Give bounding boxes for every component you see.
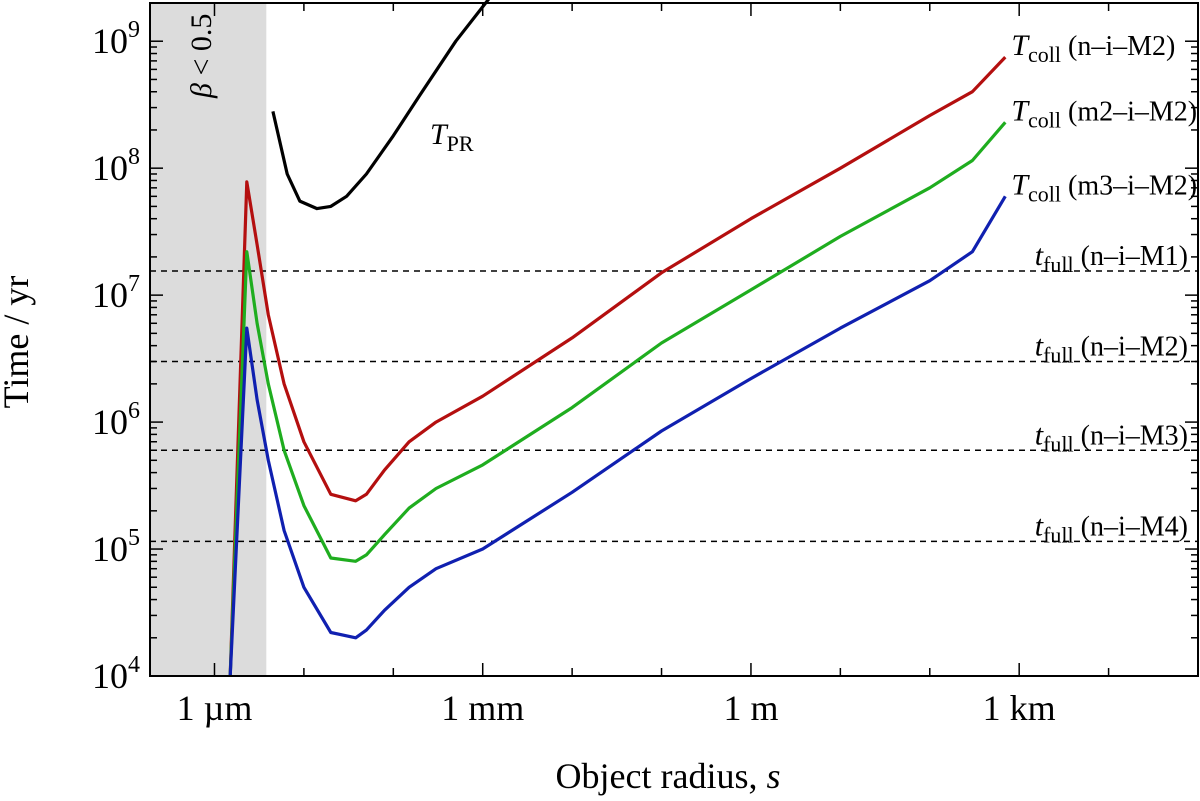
series-line-t-coll-n-i-m2- xyxy=(228,55,1007,677)
series-label-tpr-sub: PR xyxy=(447,131,474,156)
y-tick-label: 108 xyxy=(92,144,140,188)
y-tick-label-exp: 5 xyxy=(128,525,140,551)
y-tick-label: 109 xyxy=(92,17,140,61)
y-tick-label-base: 10 xyxy=(92,21,128,61)
y-tick-label-exp: 4 xyxy=(128,652,140,678)
y-tick-label-exp: 8 xyxy=(128,144,140,170)
x-tick-label: 1 mm xyxy=(441,688,524,728)
x-axis-label: Object radius, s xyxy=(556,756,781,796)
y-tick-label-base: 10 xyxy=(92,402,128,442)
y-tick-label-exp: 7 xyxy=(128,271,140,297)
y-axis-label: Time / yr xyxy=(0,276,36,409)
y-tick-label-exp: 6 xyxy=(128,398,140,424)
series-label-t-coll-m2-i-m2-: Tcoll (m2–i–M2) xyxy=(1011,94,1197,132)
beta-condition: < 0.5 xyxy=(185,14,218,83)
series-label-tpr: TPR xyxy=(430,118,474,156)
axis-ticks xyxy=(150,2,1199,677)
y-tick-label: 104 xyxy=(92,652,140,696)
series-label-t-coll-m2-i-m2--tag: (m2–i–M2) xyxy=(1061,96,1197,127)
hline-label-t-full-n-i-m2--sub: full xyxy=(1043,343,1074,368)
threshold-lines xyxy=(150,270,1198,543)
hline-label-t-full-n-i-m3--tag: (n–i–M3) xyxy=(1074,420,1188,451)
y-tick-label: 107 xyxy=(92,271,140,315)
y-tick-label-base: 10 xyxy=(92,275,128,315)
plot-frame xyxy=(149,2,1199,677)
hline-label-t-full-n-i-m3--main: t xyxy=(1035,418,1044,451)
x-tick-labels: 1 µm 1 mm 1 m 1 km xyxy=(177,688,1056,728)
hline-label-t-full-n-i-m2--main: t xyxy=(1035,330,1044,363)
x-axis-label-text: Object radius, xyxy=(556,756,767,796)
y-tick-label-base: 10 xyxy=(92,529,128,569)
x-axis-label-var: s xyxy=(766,756,780,796)
y-tick-label-base: 10 xyxy=(92,148,128,188)
series-label-t-coll-n-i-m2-: Tcoll (n–i–M2) xyxy=(1011,29,1175,67)
hline-label-t-full-n-i-m4-: tfull (n–i–M4) xyxy=(1035,509,1188,547)
series-label-t-coll-m3-i-m2-: Tcoll (m3–i–M2) xyxy=(1011,168,1197,206)
hline-label-t-full-n-i-m1--main: t xyxy=(1035,239,1044,272)
series-line-t-pr xyxy=(271,0,491,211)
series-line-t-coll-m3-i-m2- xyxy=(228,195,1007,677)
series-line-t-coll-m2-i-m2- xyxy=(228,121,1007,677)
hline-label-t-full-n-i-m1--tag: (n–i–M1) xyxy=(1074,241,1188,272)
series-label-t-coll-m3-i-m2--tag: (m3–i–M2) xyxy=(1061,170,1197,201)
series-label-t-coll-n-i-m2--sub: coll xyxy=(1028,42,1061,67)
hline-label-t-full-n-i-m2-: tfull (n–i–M2) xyxy=(1035,330,1188,368)
x-tick-label: 1 µm xyxy=(177,688,253,728)
hline-label-t-full-n-i-m2--tag: (n–i–M2) xyxy=(1074,332,1188,363)
series-group xyxy=(228,0,1007,677)
shaded-region-label: β < 0.5 xyxy=(185,14,218,99)
x-tick-label: 1 m xyxy=(723,688,778,728)
hline-label-t-full-n-i-m3-: tfull (n–i–M3) xyxy=(1035,418,1188,456)
hline-label-t-full-n-i-m4--main: t xyxy=(1035,509,1044,542)
beta-symbol: β xyxy=(185,83,218,99)
series-label-t-coll-m3-i-m2--main: T xyxy=(1011,168,1030,201)
series-label-t-coll-n-i-m2--main: T xyxy=(1011,29,1030,62)
hline-label-t-full-n-i-m1-: tfull (n–i–M1) xyxy=(1035,239,1188,277)
y-tick-label-exp: 9 xyxy=(128,17,140,43)
series-label-t-coll-m2-i-m2--sub: coll xyxy=(1028,107,1061,132)
series-label-t-coll-m3-i-m2--sub: coll xyxy=(1028,181,1061,206)
series-label-t-coll-n-i-m2--tag: (n–i–M2) xyxy=(1061,31,1175,62)
hline-label-t-full-n-i-m4--sub: full xyxy=(1043,522,1074,547)
hline-label-t-full-n-i-m3--sub: full xyxy=(1043,431,1074,456)
y-tick-label-base: 10 xyxy=(92,656,128,696)
y-tick-label: 105 xyxy=(92,525,140,569)
series-label-t-coll-m2-i-m2--main: T xyxy=(1011,94,1030,127)
series-label-tpr-main: T xyxy=(430,118,449,151)
y-tick-label: 106 xyxy=(92,398,140,442)
hline-label-t-full-n-i-m1--sub: full xyxy=(1043,252,1074,277)
x-tick-label: 1 km xyxy=(983,688,1056,728)
hline-label-t-full-n-i-m4--tag: (n–i–M4) xyxy=(1074,511,1188,542)
